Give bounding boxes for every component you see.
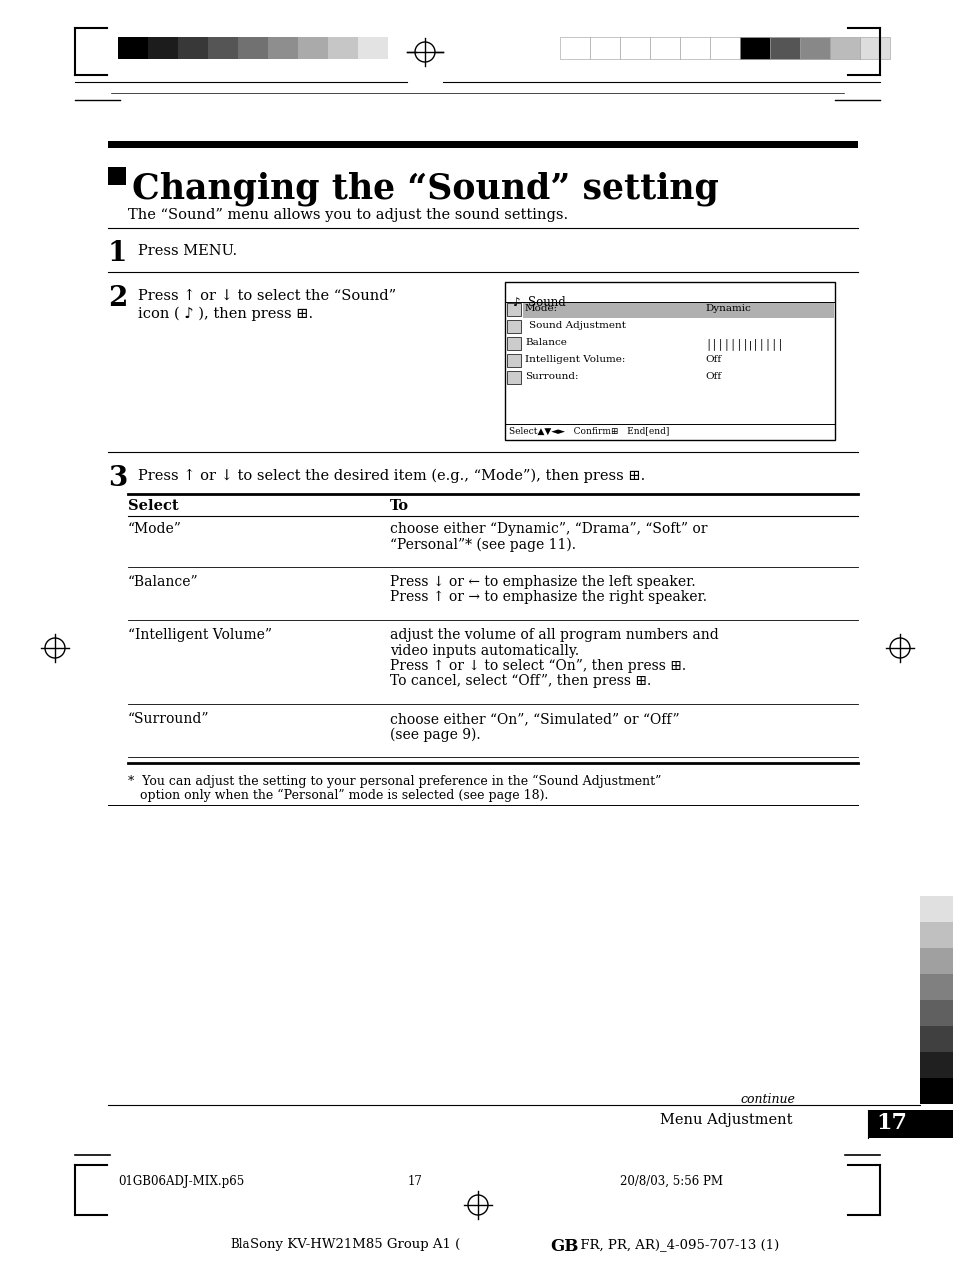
Text: Dynamic: Dynamic	[704, 304, 750, 312]
Text: continue: continue	[740, 1093, 794, 1106]
Text: Press ↑ or ↓ to select the “Sound”: Press ↑ or ↓ to select the “Sound”	[138, 290, 395, 304]
Text: │││││││|│││││: │││││││|│││││	[704, 338, 782, 349]
Text: To: To	[390, 499, 409, 513]
Bar	[919, 974, 953, 999]
Bar	[506, 354, 520, 367]
Bar	[919, 999, 953, 1026]
Bar	[506, 320, 520, 333]
Bar	[829, 37, 859, 58]
Bar	[919, 897, 953, 922]
Bar	[619, 37, 649, 58]
Bar	[709, 37, 740, 58]
Bar	[919, 1078, 953, 1104]
Text: choose either “On”, “Simulated” or “Off”: choose either “On”, “Simulated” or “Off”	[390, 712, 679, 726]
Text: option only when the “Personal” mode is selected (see page 18).: option only when the “Personal” mode is …	[128, 789, 548, 803]
Bar	[357, 37, 388, 58]
Text: Press ↓ or ← to emphasize the left speaker.: Press ↓ or ← to emphasize the left speak…	[390, 575, 695, 589]
Text: Sony KV-HW21M85 Group A1 (: Sony KV-HW21M85 Group A1 (	[250, 1238, 459, 1251]
Text: 3: 3	[108, 465, 127, 491]
Bar	[919, 947, 953, 974]
Text: Balance: Balance	[524, 338, 566, 347]
Text: icon ( ♪ ), then press ⊞.: icon ( ♪ ), then press ⊞.	[138, 307, 313, 321]
Bar	[268, 37, 297, 58]
Bar	[919, 870, 953, 897]
Text: The “Sound” menu allows you to adjust the sound settings.: The “Sound” menu allows you to adjust th…	[128, 208, 568, 222]
Text: “Intelligent Volume”: “Intelligent Volume”	[128, 627, 272, 643]
Text: “Balance”: “Balance”	[128, 575, 198, 589]
Bar	[388, 37, 417, 58]
Bar	[178, 37, 208, 58]
Bar	[118, 37, 148, 58]
Text: adjust the volume of all program numbers and: adjust the volume of all program numbers…	[390, 627, 718, 643]
Text: 17: 17	[875, 1113, 906, 1134]
Text: Press ↑ or ↓ to select the desired item (e.g., “Mode”), then press ⊞.: Press ↑ or ↓ to select the desired item …	[138, 469, 644, 484]
Bar	[589, 37, 619, 58]
Bar	[800, 37, 829, 58]
Text: 20/8/03, 5:56 PM: 20/8/03, 5:56 PM	[619, 1175, 722, 1187]
Bar	[237, 37, 268, 58]
Bar	[679, 37, 709, 58]
Bar	[108, 141, 857, 149]
Text: 17: 17	[408, 1175, 422, 1187]
Text: Menu Adjustment: Menu Adjustment	[659, 1113, 792, 1126]
Text: ♪  Sound: ♪ Sound	[513, 296, 565, 309]
Text: Intelligent Volume:: Intelligent Volume:	[524, 356, 625, 364]
Text: “Personal”* (see page 11).: “Personal”* (see page 11).	[390, 537, 576, 552]
Text: GB: GB	[550, 1238, 578, 1255]
Text: Select▲▼◄►   Confirm⊞   End[end]: Select▲▼◄► Confirm⊞ End[end]	[509, 425, 669, 436]
Bar	[522, 304, 833, 318]
Text: Select: Select	[128, 499, 178, 513]
Bar	[740, 37, 769, 58]
Text: 1: 1	[108, 240, 128, 267]
Bar	[506, 337, 520, 351]
Bar	[328, 37, 357, 58]
Text: (see page 9).: (see page 9).	[390, 728, 480, 742]
Text: “Mode”: “Mode”	[128, 522, 182, 536]
Text: “Surround”: “Surround”	[128, 712, 210, 726]
Bar	[769, 37, 800, 58]
Bar	[148, 37, 178, 58]
Text: Mode:: Mode:	[524, 304, 558, 312]
Bar	[297, 37, 328, 58]
Bar	[208, 37, 237, 58]
Text: Off: Off	[704, 372, 720, 381]
Bar	[506, 371, 520, 384]
Text: Surround:: Surround:	[524, 372, 578, 381]
Bar	[559, 37, 589, 58]
Bar	[649, 37, 679, 58]
Bar	[506, 304, 520, 316]
Text: Off: Off	[704, 356, 720, 364]
Bar	[919, 1026, 953, 1052]
Text: *  You can adjust the setting to your personal preference in the “Sound Adjustme: * You can adjust the setting to your per…	[128, 775, 660, 789]
Bar	[919, 922, 953, 947]
Text: To cancel, select “Off”, then press ⊞.: To cancel, select “Off”, then press ⊞.	[390, 674, 651, 688]
Text: , FR, PR, AR)_4-095-707-13 (1): , FR, PR, AR)_4-095-707-13 (1)	[572, 1238, 779, 1251]
Text: Sound Adjustment: Sound Adjustment	[529, 321, 625, 330]
Bar	[919, 1052, 953, 1078]
Text: Press MENU.: Press MENU.	[138, 244, 237, 258]
Text: 2: 2	[108, 284, 128, 312]
Text: video inputs automatically.: video inputs automatically.	[390, 644, 578, 658]
Text: Press ↑ or ↓ to select “On”, then press ⊞.: Press ↑ or ↓ to select “On”, then press …	[390, 659, 685, 673]
Text: choose either “Dynamic”, “Drama”, “Soft” or: choose either “Dynamic”, “Drama”, “Soft”…	[390, 522, 707, 536]
Bar	[859, 37, 889, 58]
Bar	[108, 166, 126, 185]
Text: Bla: Bla	[230, 1238, 250, 1251]
Text: Press ↑ or → to emphasize the right speaker.: Press ↑ or → to emphasize the right spea…	[390, 591, 706, 605]
Bar	[504, 282, 834, 439]
Text: 01GB06ADJ-MIX.p65: 01GB06ADJ-MIX.p65	[118, 1175, 244, 1187]
Text: Changing the “Sound” setting: Changing the “Sound” setting	[132, 171, 719, 207]
Bar	[867, 1110, 953, 1138]
